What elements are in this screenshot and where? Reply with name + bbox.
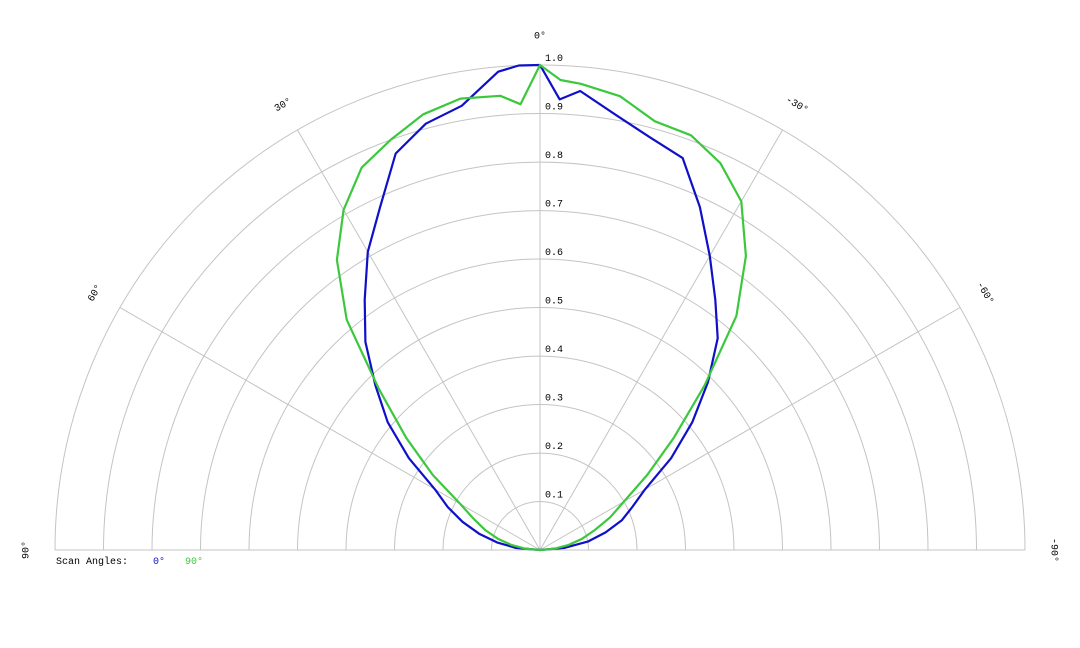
legend-entry: 0° [153, 556, 165, 568]
legend-entry: 90° [185, 556, 203, 568]
angle-label: 30° [273, 96, 295, 115]
angle-label: -90° [1047, 538, 1059, 562]
grid-spoke [539, 129, 783, 551]
grid-spoke [119, 307, 541, 551]
r-tick-label: 0.9 [545, 103, 563, 114]
angle-label: 90° [21, 541, 33, 559]
angle-label: 0° [534, 31, 546, 43]
r-tick-label: 0.4 [545, 345, 563, 356]
r-tick-label: 0.3 [545, 394, 563, 405]
r-tick-label: 0.8 [545, 151, 563, 162]
r-tick-label: 0.1 [545, 491, 563, 502]
grid-spoke [539, 307, 961, 551]
angle-label: -60° [973, 280, 995, 307]
legend-title: Scan Angles: [56, 556, 128, 568]
series-line [335, 63, 748, 552]
angle-label: 60° [86, 283, 105, 305]
grid-spoke [297, 129, 541, 551]
r-tick-label: 0.6 [545, 248, 563, 259]
r-tick-label: 0.5 [545, 297, 563, 308]
angle-label: -30° [783, 94, 810, 116]
r-tick-label: 1.0 [545, 54, 563, 65]
r-tick-label: 0.7 [545, 200, 563, 211]
r-tick-label: 0.2 [545, 442, 563, 453]
